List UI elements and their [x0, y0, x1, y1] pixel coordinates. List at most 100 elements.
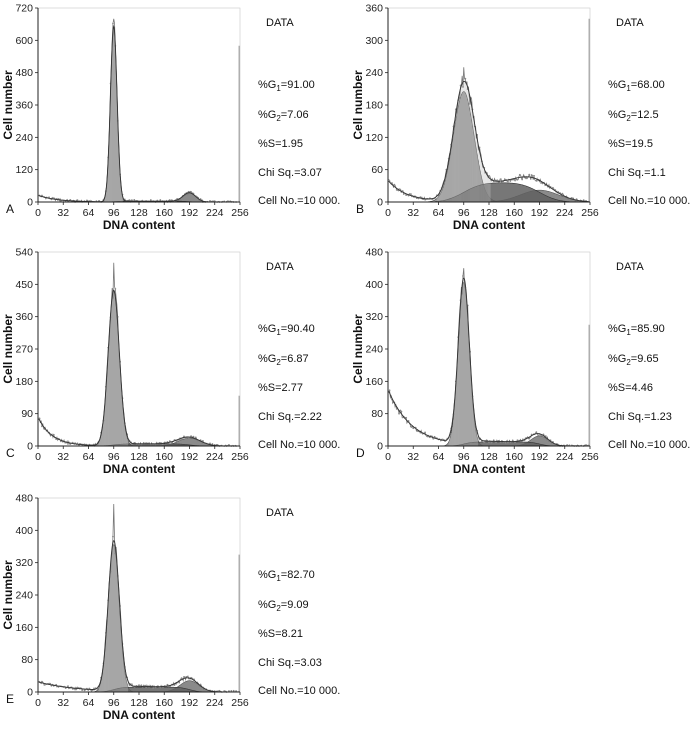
x-tick-label: 0: [385, 451, 391, 463]
histogram-panel-e: 0 80 160 240 320 400 480 0 32 64 96 128 160 192 224 256…: [0, 490, 350, 732]
y-tick-label: 480: [365, 247, 383, 259]
stat-s: %S=2.77: [258, 382, 303, 394]
histogram-svg: 0 90 180 270 360 450 540 0 32 64 96 128 160 192 224 256…: [1, 247, 249, 477]
x-tick-label: 32: [57, 451, 69, 463]
raw-data-point: [514, 179, 516, 182]
stat-chi-sq: Chi Sq.=1.1: [608, 167, 666, 179]
stat-g2: %G2=7.06: [258, 109, 309, 124]
stats-title: DATA: [616, 17, 644, 29]
raw-data-point: [464, 77, 467, 80]
raw-data-point: [67, 442, 69, 445]
stat-g2: %G2=9.09: [258, 599, 309, 614]
raw-data-point: [433, 435, 436, 438]
stat-s: %S=19.5: [608, 138, 653, 150]
x-tick-label: 96: [108, 451, 120, 463]
stat-cell-number: Cell No.=10 000.: [608, 195, 691, 207]
panel-letter: A: [6, 202, 14, 216]
x-tick-label: 64: [433, 207, 445, 219]
raw-data-point: [209, 442, 211, 445]
y-tick-label: 0: [27, 687, 33, 699]
raw-data-point: [585, 444, 587, 446]
x-tick-label: 224: [206, 207, 224, 219]
raw-data-point: [528, 173, 531, 176]
x-tick-label: 96: [458, 451, 470, 463]
raw-data-point: [178, 681, 181, 684]
raw-data-point: [192, 435, 195, 438]
raw-data-point: [462, 275, 464, 277]
y-tick-label: 60: [371, 164, 383, 176]
raw-data-point: [202, 440, 204, 442]
x-tick-label: 256: [581, 207, 599, 219]
y-tick-label: 160: [365, 376, 383, 388]
y-tick-label: 450: [15, 279, 33, 291]
raw-data-point: [130, 683, 133, 686]
stat-g2: %G2=12.5: [608, 109, 659, 124]
raw-data-point: [178, 439, 181, 442]
raw-data-point: [218, 689, 221, 692]
raw-data-point: [41, 680, 43, 683]
stat-chi-sq: Chi Sq.=2.22: [258, 411, 322, 423]
x-tick-label: 256: [581, 451, 599, 463]
raw-data-point: [114, 287, 117, 290]
x-tick-label: 192: [181, 451, 199, 463]
y-tick-label: 0: [377, 441, 383, 453]
model-fit-line: [38, 289, 239, 447]
raw-data-point: [516, 439, 519, 442]
raw-data-point: [395, 188, 398, 191]
stat-g2: %G2=6.87: [258, 353, 309, 368]
raw-data-point: [138, 684, 140, 686]
raw-data-point: [86, 199, 88, 202]
raw-data-point: [235, 690, 237, 692]
raw-data-point: [209, 200, 211, 202]
x-tick-label: 128: [130, 451, 148, 463]
raw-data-point: [400, 410, 403, 413]
raw-data-point: [52, 433, 55, 436]
raw-data-point: [190, 191, 192, 193]
y-tick-label: 240: [15, 132, 33, 144]
raw-data-point: [469, 102, 471, 105]
raw-data-point: [149, 199, 152, 201]
y-tick-label: 240: [365, 344, 383, 356]
raw-data-point: [511, 439, 514, 442]
y-tick-label: 180: [15, 376, 33, 388]
y-tick-label: 360: [365, 3, 383, 15]
stat-g1: %G1=91.00: [258, 79, 315, 94]
x-tick-label: 96: [458, 207, 470, 219]
raw-data-point: [499, 178, 502, 181]
raw-data-point: [535, 431, 538, 434]
raw-data-point: [52, 197, 55, 199]
raw-data-point: [395, 407, 398, 410]
stat-chi-sq: Chi Sq.=3.03: [258, 657, 322, 669]
y-tick-label: 270: [15, 344, 33, 356]
stat-g1: %G1=90.40: [258, 323, 315, 338]
raw-data-point: [504, 441, 507, 444]
y-tick-label: 360: [15, 311, 33, 323]
histogram-panel-c: 0 90 180 270 360 450 540 0 32 64 96 128 160 192 224 256…: [0, 244, 350, 486]
raw-data-point: [175, 440, 178, 443]
x-tick-label: 32: [407, 451, 419, 463]
plot-frame: [387, 7, 591, 203]
x-tick-label: 32: [407, 207, 419, 219]
raw-data-point: [133, 199, 136, 201]
x-tick-label: 256: [231, 697, 249, 709]
raw-data-point: [194, 436, 197, 439]
x-tick-label: 160: [155, 451, 173, 463]
raw-data-point: [190, 435, 192, 438]
raw-data-point: [76, 199, 79, 202]
histogram-svg: 0 80 160 240 320 400 480 0 32 64 96 128 160 192 224 256…: [351, 247, 599, 477]
raw-data-point: [570, 196, 573, 199]
stats-title: DATA: [616, 261, 644, 273]
raw-data-point: [168, 440, 171, 443]
y-tick-label: 0: [27, 197, 33, 209]
raw-data-point: [41, 425, 43, 428]
raw-data-point: [492, 439, 495, 442]
x-tick-label: 0: [35, 207, 41, 219]
raw-data-point: [112, 535, 114, 538]
raw-data-point: [185, 675, 188, 678]
y-tick-label: 80: [371, 408, 383, 420]
y-axis-title: Cell number: [1, 560, 15, 630]
raw-data-point: [142, 441, 145, 444]
x-axis-title: DNA content: [103, 462, 175, 476]
model-fit-line: [38, 24, 239, 203]
raw-data-point: [537, 434, 540, 437]
